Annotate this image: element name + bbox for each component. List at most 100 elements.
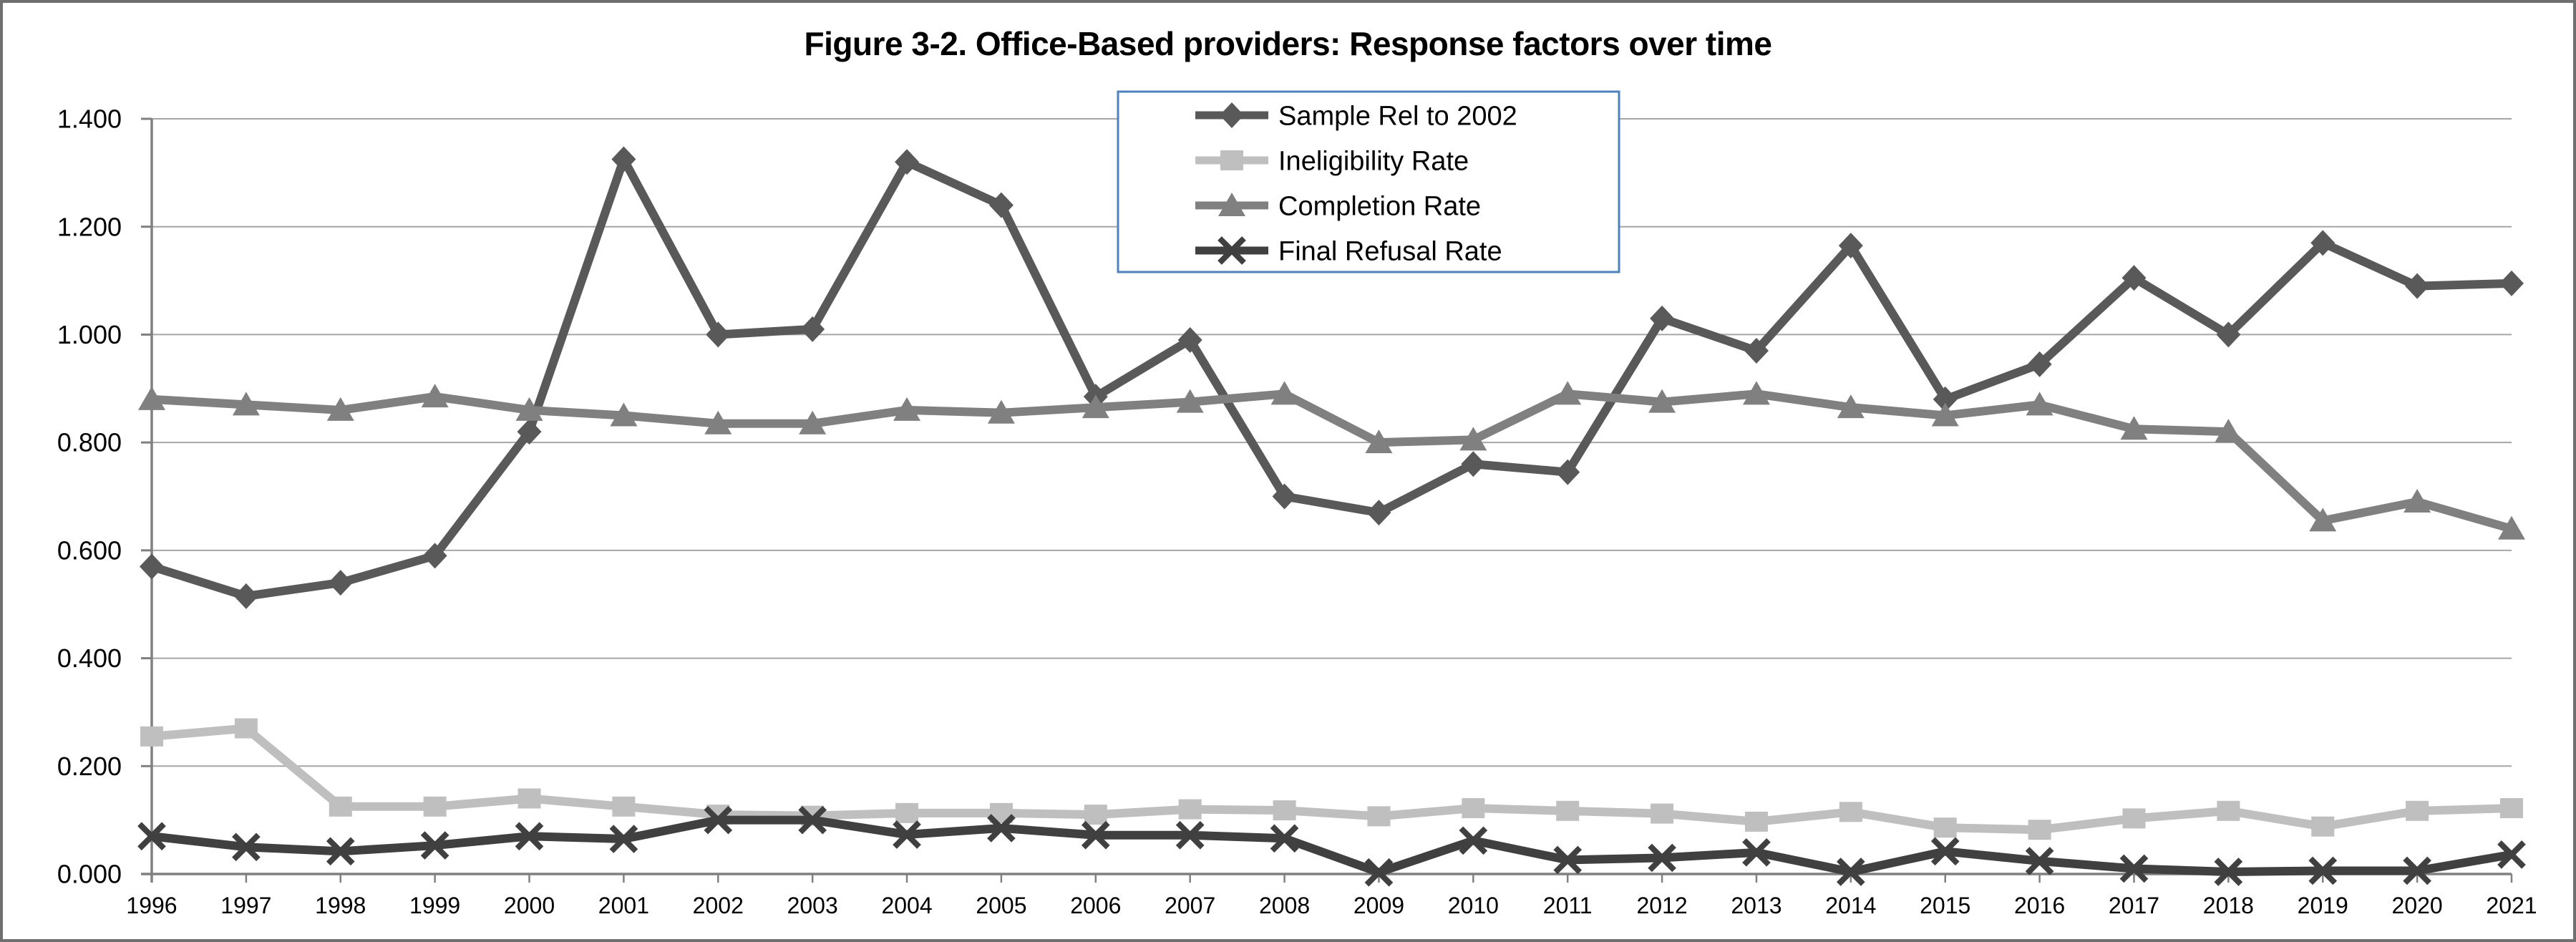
legend-box: [1117, 90, 1620, 273]
diamond-marker: [1650, 305, 1675, 331]
legend: Sample Rel to 2002 Ineligibility Rate Comp…: [1117, 90, 1620, 273]
x-marker: [1217, 236, 1246, 265]
triangle-marker: [2026, 392, 2053, 416]
x-axis-label: 2018: [2203, 893, 2254, 918]
x-marker: [2214, 858, 2243, 886]
x-axis-label: 2015: [1920, 893, 1970, 918]
x-axis-label: 2008: [1259, 893, 1310, 918]
y-axis-label: 0.600: [57, 535, 122, 565]
triangle-marker: [515, 397, 543, 421]
square-marker: [1178, 799, 1202, 820]
legend-entry-final-refusal-rate: Final Refusal Rate: [1195, 236, 1502, 266]
series-sample-rel-to-2002: [140, 146, 2524, 609]
diamond-marker: [895, 149, 920, 175]
square-marker: [2122, 808, 2146, 829]
square-marker: [1651, 803, 1674, 824]
y-axis-label: 1.200: [57, 212, 122, 241]
diamond-marker: [1366, 500, 1391, 526]
square-marker: [1556, 800, 1580, 821]
y-axis-label: 0.000: [57, 860, 122, 889]
triangle-marker: [704, 410, 732, 434]
square-marker: [2406, 800, 2429, 821]
legend-label: Sample Rel to 2002: [1278, 101, 1517, 131]
y-axis: 0.000 0.200 0.400 0.600 0.800 1.000 1.200 1.400: [57, 105, 2512, 889]
square-marker: [517, 788, 541, 809]
x-axis-label: 2019: [2298, 893, 2348, 918]
x-axis-label: 2009: [1353, 893, 1404, 918]
x-axis-label: 2012: [1636, 893, 1687, 918]
diamond-marker: [2027, 351, 2052, 377]
triangle-marker: [2120, 416, 2148, 440]
x-axis-label: 2006: [1070, 893, 1121, 918]
diamond-marker: [1933, 386, 1958, 412]
diamond-marker: [517, 419, 542, 445]
x-marker: [420, 831, 449, 860]
triangle-marker: [2404, 489, 2431, 513]
square-marker: [1084, 805, 1107, 825]
triangle-marker: [1365, 429, 1393, 454]
x-marker: [326, 837, 355, 866]
y-axis-label: 0.800: [57, 428, 122, 457]
triangle-marker: [2215, 419, 2242, 443]
x-marker: [609, 825, 638, 853]
x-axis-label: 2013: [1731, 893, 1782, 918]
y-axis-label: 1.400: [57, 105, 122, 134]
triangle-marker: [610, 402, 638, 427]
y-axis-label: 0.200: [57, 752, 122, 781]
y-axis-label: 0.400: [57, 644, 122, 673]
diamond-marker: [1220, 102, 1244, 128]
series-line: [147, 389, 2516, 533]
series-line: [147, 155, 2516, 601]
square-marker: [1933, 817, 1957, 838]
triangle-marker: [1554, 381, 1582, 405]
x-marker: [1553, 845, 1583, 875]
x-marker: [893, 820, 921, 849]
square-marker: [2500, 798, 2523, 819]
series-final-refusal-rate: [137, 805, 2526, 887]
series-line: [147, 815, 2516, 877]
triangle-marker: [1082, 394, 1109, 419]
triangle-marker: [326, 397, 354, 421]
square-marker: [329, 796, 352, 817]
triangle-marker: [1931, 402, 1959, 427]
x-axis-label: 1998: [315, 893, 366, 918]
diamond-marker: [988, 192, 1014, 218]
square-marker: [140, 726, 163, 747]
triangle-marker: [1837, 394, 1865, 419]
line-chart-canvas: 0.000 0.200 0.400 0.600 0.800 1.000 1.200 1.400…: [57, 90, 2537, 918]
diamond-marker: [2310, 230, 2336, 256]
square-marker: [423, 796, 447, 817]
x-marker: [1742, 838, 1771, 867]
chart-title: Figure 3-2. Office-Based providers: Resp…: [804, 25, 1772, 62]
square-marker: [1744, 811, 1768, 832]
square-marker: [612, 796, 636, 817]
square-marker: [2028, 820, 2051, 840]
diamond-marker: [800, 316, 825, 342]
triangle-marker: [987, 399, 1015, 424]
square-marker: [1462, 798, 1485, 819]
diamond-marker: [422, 543, 447, 569]
x-axis-label: 2000: [504, 893, 555, 918]
triangle-marker: [799, 410, 827, 434]
diamond-marker: [1838, 233, 1863, 259]
diamond-marker: [328, 570, 353, 596]
x-axis-label: 2001: [598, 893, 649, 918]
triangle-marker: [1176, 389, 1204, 413]
legend-label: Completion Rate: [1278, 191, 1481, 221]
x-marker: [2403, 856, 2431, 885]
diamond-marker: [2499, 270, 2524, 296]
diamond-marker: [1177, 326, 1202, 353]
x-marker: [1081, 820, 1110, 850]
x-marker: [137, 822, 166, 851]
x-marker: [1930, 837, 1960, 866]
triangle-marker: [1459, 427, 1487, 451]
x-axis-label: 2020: [2392, 893, 2443, 918]
triangle-marker: [138, 386, 165, 410]
x-marker: [1837, 858, 1865, 886]
square-marker: [2217, 800, 2240, 821]
x-marker: [1364, 858, 1394, 887]
x-marker: [1459, 826, 1488, 855]
x-axis: 1996 1997 1998 1999 2000 2001 2002 2003 2004 2005…: [126, 874, 2537, 918]
square-marker: [1367, 806, 1391, 827]
triangle-marker: [2498, 515, 2525, 540]
